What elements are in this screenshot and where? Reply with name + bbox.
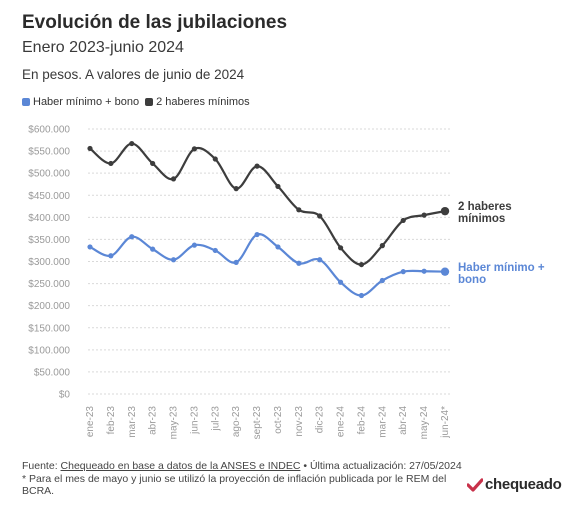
data-point (191, 242, 198, 248)
x-tick-label: may-23 (169, 406, 180, 440)
data-point (233, 186, 239, 192)
data-point (275, 244, 281, 250)
y-tick-label: $450.000 (28, 191, 70, 202)
x-tick-label: may-24 (419, 406, 430, 440)
x-tick-label: abr-24 (398, 406, 409, 435)
data-point (212, 156, 218, 162)
x-tick-label: feb-24 (356, 406, 367, 435)
data-point (421, 212, 427, 218)
series-layer (87, 140, 450, 299)
data-point (337, 245, 344, 251)
data-point (379, 243, 385, 249)
chart-units-note: En pesos. A valores de junio de 2024 (22, 67, 245, 82)
series-line-1 (88, 233, 447, 297)
data-point (400, 217, 406, 224)
series-line-2 (88, 142, 447, 266)
end-label-series1-line1: Haber mínimo + (458, 262, 545, 274)
legend-swatch-series1 (22, 98, 30, 106)
x-tick-label: jul-23 (210, 406, 221, 432)
x-tick-label: jun-24* (440, 406, 451, 439)
footer: Fuente: Chequeado en base a datos de la … (22, 460, 472, 498)
y-tick-label: $100.000 (28, 345, 70, 356)
data-point (170, 257, 177, 263)
data-point (129, 140, 135, 147)
data-point (87, 244, 93, 250)
y-tick-label: $500.000 (28, 169, 70, 180)
data-point (296, 207, 302, 213)
legend-item-series1: Haber mínimo + bono (22, 96, 139, 108)
footnote: * Para el mes de mayo y junio se utilizó… (22, 472, 447, 498)
source-date: • Última actualización: 27/05/2024 (300, 460, 462, 472)
series-end-point-2 (440, 206, 450, 216)
y-tick-label: $300.000 (28, 257, 70, 268)
check-mark-icon (467, 477, 483, 492)
data-point (317, 213, 323, 219)
data-point (275, 183, 281, 190)
data-point (421, 268, 427, 274)
y-tick-label: $250.000 (28, 279, 70, 290)
x-tick-label: feb-23 (106, 406, 117, 435)
x-tick-label: abr-23 (148, 406, 159, 435)
x-axis-ticks: ene-23 feb-23 mar-23 abr-23 may-23 jun-23 jul-… (85, 406, 451, 440)
data-point (108, 160, 114, 167)
legend-label-series1: Haber mínimo + bono (33, 96, 140, 108)
data-point (108, 253, 114, 259)
end-label-series2-line1: 2 haberes (458, 201, 512, 213)
chequeado-logo: chequeado (467, 476, 562, 493)
data-point (254, 231, 260, 238)
x-tick-label: mar-23 (127, 406, 138, 438)
y-tick-label: $50.000 (34, 367, 71, 378)
y-tick-label: $150.000 (28, 323, 70, 334)
data-point (358, 292, 365, 299)
data-point (358, 261, 365, 268)
x-tick-label: ago-23 (231, 406, 242, 438)
x-tick-label: ene-23 (85, 406, 96, 438)
data-point (191, 146, 198, 152)
data-point (296, 260, 302, 266)
x-tick-label: sept-23 (252, 406, 263, 440)
data-point (337, 279, 344, 285)
y-tick-label: $200.000 (28, 301, 70, 312)
legend: Haber mínimo + bono 2 haberes mínimos (22, 96, 252, 108)
chart-subtitle: Enero 2023-junio 2024 (22, 39, 184, 56)
y-tick-label: $0 (59, 390, 71, 401)
x-tick-label: dic-23 (315, 406, 326, 434)
data-point (170, 176, 177, 182)
y-tick-label: $600.000 (28, 125, 70, 136)
x-tick-label: nov-23 (294, 406, 305, 437)
line-chart: $600.000 $550.000 $500.000 $450.000 $400.000… (28, 125, 545, 440)
data-point (150, 160, 156, 167)
x-tick-label: oct-23 (273, 406, 284, 434)
legend-item-series2: 2 haberes mínimos (145, 96, 250, 108)
end-label-series2-line2: mínimos (458, 213, 505, 225)
x-tick-label: jun-23 (189, 406, 200, 435)
end-labels: 2 haberes mínimos Haber mínimo + bono (458, 201, 545, 286)
y-tick-label: $400.000 (28, 213, 70, 224)
data-point (150, 246, 156, 252)
data-point (254, 163, 260, 169)
data-point (87, 145, 93, 152)
data-point (212, 247, 218, 254)
chart-title: Evolución de las jubilaciones (22, 12, 288, 33)
series-end-point-1 (440, 267, 450, 276)
data-point (233, 259, 239, 265)
x-tick-label: mar-24 (377, 406, 388, 438)
logo-text: chequeado (485, 476, 562, 493)
legend-label-series2: 2 haberes mínimos (156, 96, 250, 108)
source-link[interactable]: Chequeado en base a datos de la ANSES e … (60, 460, 301, 472)
data-point (317, 257, 323, 263)
y-tick-label: $550.000 (28, 147, 70, 158)
data-point (400, 269, 406, 275)
grid-layer (88, 128, 451, 395)
y-tick-label: $350.000 (28, 235, 70, 246)
data-point (379, 277, 385, 284)
x-tick-label: ene-24 (336, 406, 347, 438)
data-point (129, 234, 135, 240)
legend-swatch-series2 (145, 98, 154, 106)
y-axis-ticks: $600.000 $550.000 $500.000 $450.000 $400.000… (28, 125, 70, 401)
end-label-series1-line2: bono (458, 274, 486, 286)
source-prefix: Fuente: (22, 460, 61, 472)
